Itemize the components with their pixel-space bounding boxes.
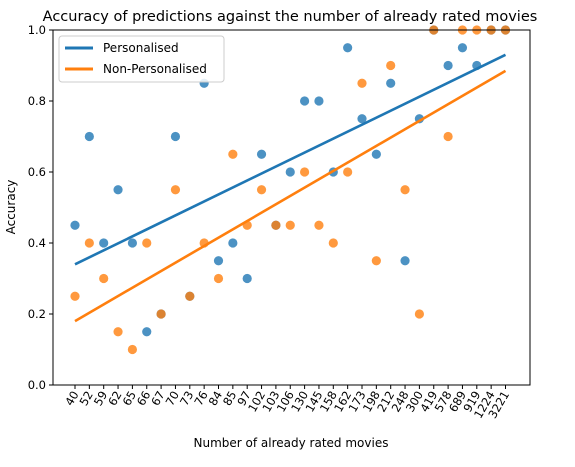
point-non-personalised [271, 220, 281, 230]
point-personalised [314, 96, 324, 106]
y-tick-label: 0.8 [28, 94, 46, 108]
legend-label-non-personalised: Non-Personalised [103, 62, 207, 76]
point-non-personalised [113, 327, 123, 337]
legend: Personalised Non-Personalised [58, 35, 225, 83]
point-personalised [213, 256, 224, 266]
point-non-personalised [256, 185, 267, 195]
point-personalised [170, 131, 181, 142]
point-non-personalised [357, 78, 367, 88]
point-non-personalised [84, 238, 94, 248]
point-non-personalised [127, 344, 137, 355]
y-tick-label: 0.4 [28, 236, 46, 250]
point-personalised [300, 96, 310, 106]
point-personalised [99, 238, 109, 248]
point-personalised [457, 43, 468, 53]
x-tick-label: 52 [77, 389, 96, 409]
point-personalised [256, 149, 267, 159]
trend-line-non-personalised [74, 69, 507, 323]
y-axis-label: Accuracy [4, 180, 18, 235]
plot-area: 0.0 0.2 0.4 0.6 0.8 1.0 4052596265666770737684… [28, 23, 531, 421]
x-tick-label: 59 [91, 389, 110, 409]
point-non-personalised [285, 220, 295, 230]
x-tick-label: 73 [177, 389, 196, 409]
trend-line-personalised [74, 53, 507, 266]
point-non-personalised [343, 167, 353, 177]
point-personalised [443, 60, 453, 71]
x-tick-label: 67 [148, 389, 167, 409]
point-non-personalised [328, 238, 338, 248]
point-non-personalised [70, 291, 80, 301]
x-tick-label: 85 [220, 389, 239, 409]
point-non-personalised [170, 185, 181, 195]
point-personalised [400, 256, 410, 266]
point-non-personalised [185, 291, 195, 301]
point-non-personalised [414, 309, 424, 319]
point-non-personalised [386, 60, 396, 71]
y-tick-label: 0.6 [28, 165, 46, 179]
y-tick-label: 0.0 [28, 378, 46, 392]
point-non-personalised [371, 256, 381, 266]
x-tick-label: 70 [163, 389, 182, 409]
point-non-personalised [142, 238, 152, 248]
point-personalised [142, 327, 152, 337]
point-non-personalised [228, 149, 238, 159]
point-personalised [113, 185, 123, 195]
point-personalised [70, 220, 80, 230]
point-non-personalised [99, 273, 109, 284]
y-tick-label: 0.2 [28, 307, 46, 321]
x-tick-label: 65 [120, 389, 139, 409]
x-tick-label: 66 [134, 389, 153, 409]
x-tick-label: 76 [191, 389, 210, 409]
point-personalised [285, 167, 295, 177]
point-non-personalised [400, 185, 410, 195]
point-non-personalised [213, 273, 224, 284]
point-personalised [228, 238, 238, 248]
point-non-personalised [314, 220, 324, 230]
x-tick-label: 84 [206, 389, 225, 409]
point-non-personalised [300, 167, 310, 177]
point-personalised [127, 238, 137, 248]
x-tick-label: 40 [62, 389, 81, 409]
point-personalised [371, 149, 381, 159]
legend-box [58, 35, 225, 83]
point-personalised [357, 114, 367, 124]
legend-label-personalised: Personalised [103, 41, 179, 55]
point-personalised [343, 43, 353, 53]
point-personalised [386, 78, 396, 88]
point-non-personalised [156, 309, 166, 319]
point-personalised [84, 131, 94, 142]
chart-title: Accuracy of predictions against the numb… [43, 9, 538, 25]
axes-frame [52, 29, 531, 386]
x-axis-label: Number of already rated movies [194, 436, 389, 450]
y-tick-label: 1.0 [28, 23, 46, 37]
point-personalised [242, 273, 252, 284]
x-tick-label: 62 [105, 389, 124, 409]
point-non-personalised [443, 131, 453, 142]
x-tick-label: 97 [234, 389, 253, 409]
